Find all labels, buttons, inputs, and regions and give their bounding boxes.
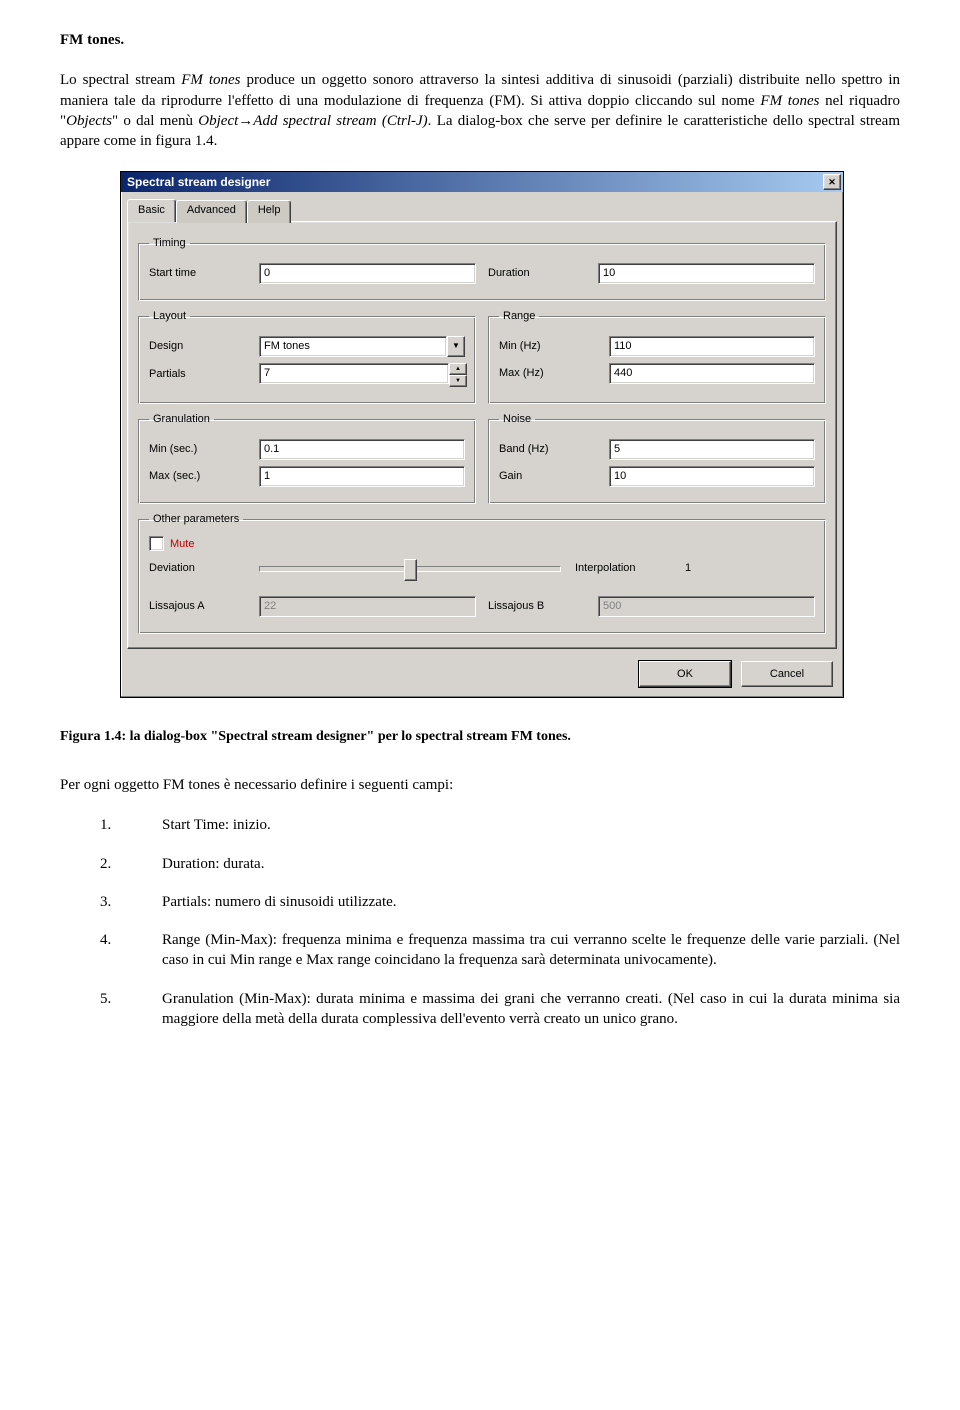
list-item-4: 4. Range (Min-Max): frequenza minima e f… xyxy=(100,930,900,971)
spectral-stream-dialog: Spectral stream designer ✕ Basic Advance… xyxy=(120,171,844,698)
intro-italic-4: Object→Add spectral stream (Ctrl-J) xyxy=(198,113,427,129)
gran-max-input[interactable]: 1 xyxy=(259,466,465,487)
lissajous-a-input: 22 xyxy=(259,596,476,617)
intro-text: " o dal menù xyxy=(112,113,198,129)
list-number: 5. xyxy=(100,989,162,1030)
chevron-up-icon: ▲ xyxy=(455,366,461,372)
list-number: 1. xyxy=(100,815,162,835)
duration-input[interactable]: 10 xyxy=(598,263,815,284)
tab-panel-basic: Timing Start time 0 Duration 10 Layout D… xyxy=(127,221,837,649)
noise-gain-input[interactable]: 10 xyxy=(609,466,815,487)
group-granulation-legend: Granulation xyxy=(149,412,214,427)
duration-label: Duration xyxy=(488,266,598,281)
tab-advanced[interactable]: Advanced xyxy=(176,200,247,223)
group-other: Other parameters Mute Deviation Interpol… xyxy=(138,512,826,635)
range-min-label: Min (Hz) xyxy=(499,339,609,354)
list-number: 3. xyxy=(100,892,162,912)
ok-button[interactable]: OK xyxy=(639,661,731,687)
interpolation-input: 1 xyxy=(685,561,815,576)
gran-min-input[interactable]: 0.1 xyxy=(259,439,465,460)
interpolation-label: Interpolation xyxy=(575,561,685,576)
intro-italic-2: FM tones xyxy=(760,93,819,109)
list-text: Duration: durata. xyxy=(162,854,900,874)
lissajous-a-label: Lissajous A xyxy=(149,599,259,614)
group-noise: Noise Band (Hz) 5 Gain 10 xyxy=(488,412,826,504)
group-timing-legend: Timing xyxy=(149,236,190,251)
chevron-down-icon: ▼ xyxy=(452,341,460,352)
group-timing: Timing Start time 0 Duration 10 xyxy=(138,236,826,301)
group-range: Range Min (Hz) 110 Max (Hz) 440 xyxy=(488,309,826,404)
partials-label: Partials xyxy=(149,367,259,382)
list-text: Start Time: inizio. xyxy=(162,815,900,835)
deviation-slider-thumb[interactable] xyxy=(404,559,417,581)
close-button[interactable]: ✕ xyxy=(823,174,841,190)
gran-max-label: Max (sec.) xyxy=(149,469,259,484)
group-layout: Layout Design FM tones ▼ Partials 7 ▲ ▼ xyxy=(138,309,476,404)
partials-spin-up[interactable]: ▲ xyxy=(449,363,467,375)
design-label: Design xyxy=(149,339,259,354)
range-min-input[interactable]: 110 xyxy=(609,336,815,357)
titlebar[interactable]: Spectral stream designer ✕ xyxy=(121,172,843,192)
partials-spin-down[interactable]: ▼ xyxy=(449,375,467,387)
figure-caption: Figura 1.4: la dialog-box "Spectral stre… xyxy=(60,728,900,747)
noise-gain-label: Gain xyxy=(499,469,609,484)
intro-text: Lo spectral stream xyxy=(60,72,181,88)
list-text: Range (Min-Max): frequenza minima e freq… xyxy=(162,930,900,971)
list-number: 2. xyxy=(100,854,162,874)
gran-min-label: Min (sec.) xyxy=(149,442,259,457)
list-item-5: 5. Granulation (Min-Max): durata minima … xyxy=(100,989,900,1030)
list-text: Granulation (Min-Max): durata minima e m… xyxy=(162,989,900,1030)
group-noise-legend: Noise xyxy=(499,412,535,427)
lissajous-b-label: Lissajous B xyxy=(488,599,598,614)
close-icon: ✕ xyxy=(828,176,836,188)
partials-input[interactable]: 7 xyxy=(259,363,449,384)
range-max-input[interactable]: 440 xyxy=(609,363,815,384)
group-granulation: Granulation Min (sec.) 0.1 Max (sec.) 1 xyxy=(138,412,476,504)
list-item-1: 1. Start Time: inizio. xyxy=(100,815,900,835)
dialog-title: Spectral stream designer xyxy=(127,174,823,190)
list-text: Partials: numero di sinusoidi utilizzate… xyxy=(162,892,900,912)
list-item-3: 3. Partials: numero di sinusoidi utilizz… xyxy=(100,892,900,912)
start-time-input[interactable]: 0 xyxy=(259,263,476,284)
intro-italic-1: FM tones xyxy=(181,72,240,88)
lissajous-b-input: 500 xyxy=(598,596,815,617)
group-range-legend: Range xyxy=(499,309,539,324)
after-dialog-text: Per ogni oggetto FM tones è necessario d… xyxy=(60,775,900,795)
group-layout-legend: Layout xyxy=(149,309,190,324)
deviation-label: Deviation xyxy=(149,561,259,576)
mute-label: Mute xyxy=(170,537,194,552)
chevron-down-icon: ▼ xyxy=(455,378,461,384)
list-number: 4. xyxy=(100,930,162,971)
mute-checkbox[interactable] xyxy=(149,536,164,551)
tab-basic[interactable]: Basic xyxy=(127,199,176,222)
tab-strip: Basic Advanced Help xyxy=(127,198,843,221)
range-max-label: Max (Hz) xyxy=(499,366,609,381)
dialog-button-row: OK Cancel xyxy=(121,655,843,697)
intro-paragraph: Lo spectral stream FM tones produce un o… xyxy=(60,70,900,151)
start-time-label: Start time xyxy=(149,266,259,281)
design-combo[interactable]: FM tones xyxy=(259,336,447,357)
noise-band-label: Band (Hz) xyxy=(499,442,609,457)
cancel-button[interactable]: Cancel xyxy=(741,661,833,687)
list-item-2: 2. Duration: durata. xyxy=(100,854,900,874)
deviation-slider[interactable] xyxy=(259,566,561,572)
section-heading: FM tones. xyxy=(60,30,900,50)
noise-band-input[interactable]: 5 xyxy=(609,439,815,460)
intro-italic-3: Objects xyxy=(66,113,112,129)
group-other-legend: Other parameters xyxy=(149,512,243,527)
tab-help[interactable]: Help xyxy=(247,200,292,223)
design-combo-button[interactable]: ▼ xyxy=(447,336,465,357)
